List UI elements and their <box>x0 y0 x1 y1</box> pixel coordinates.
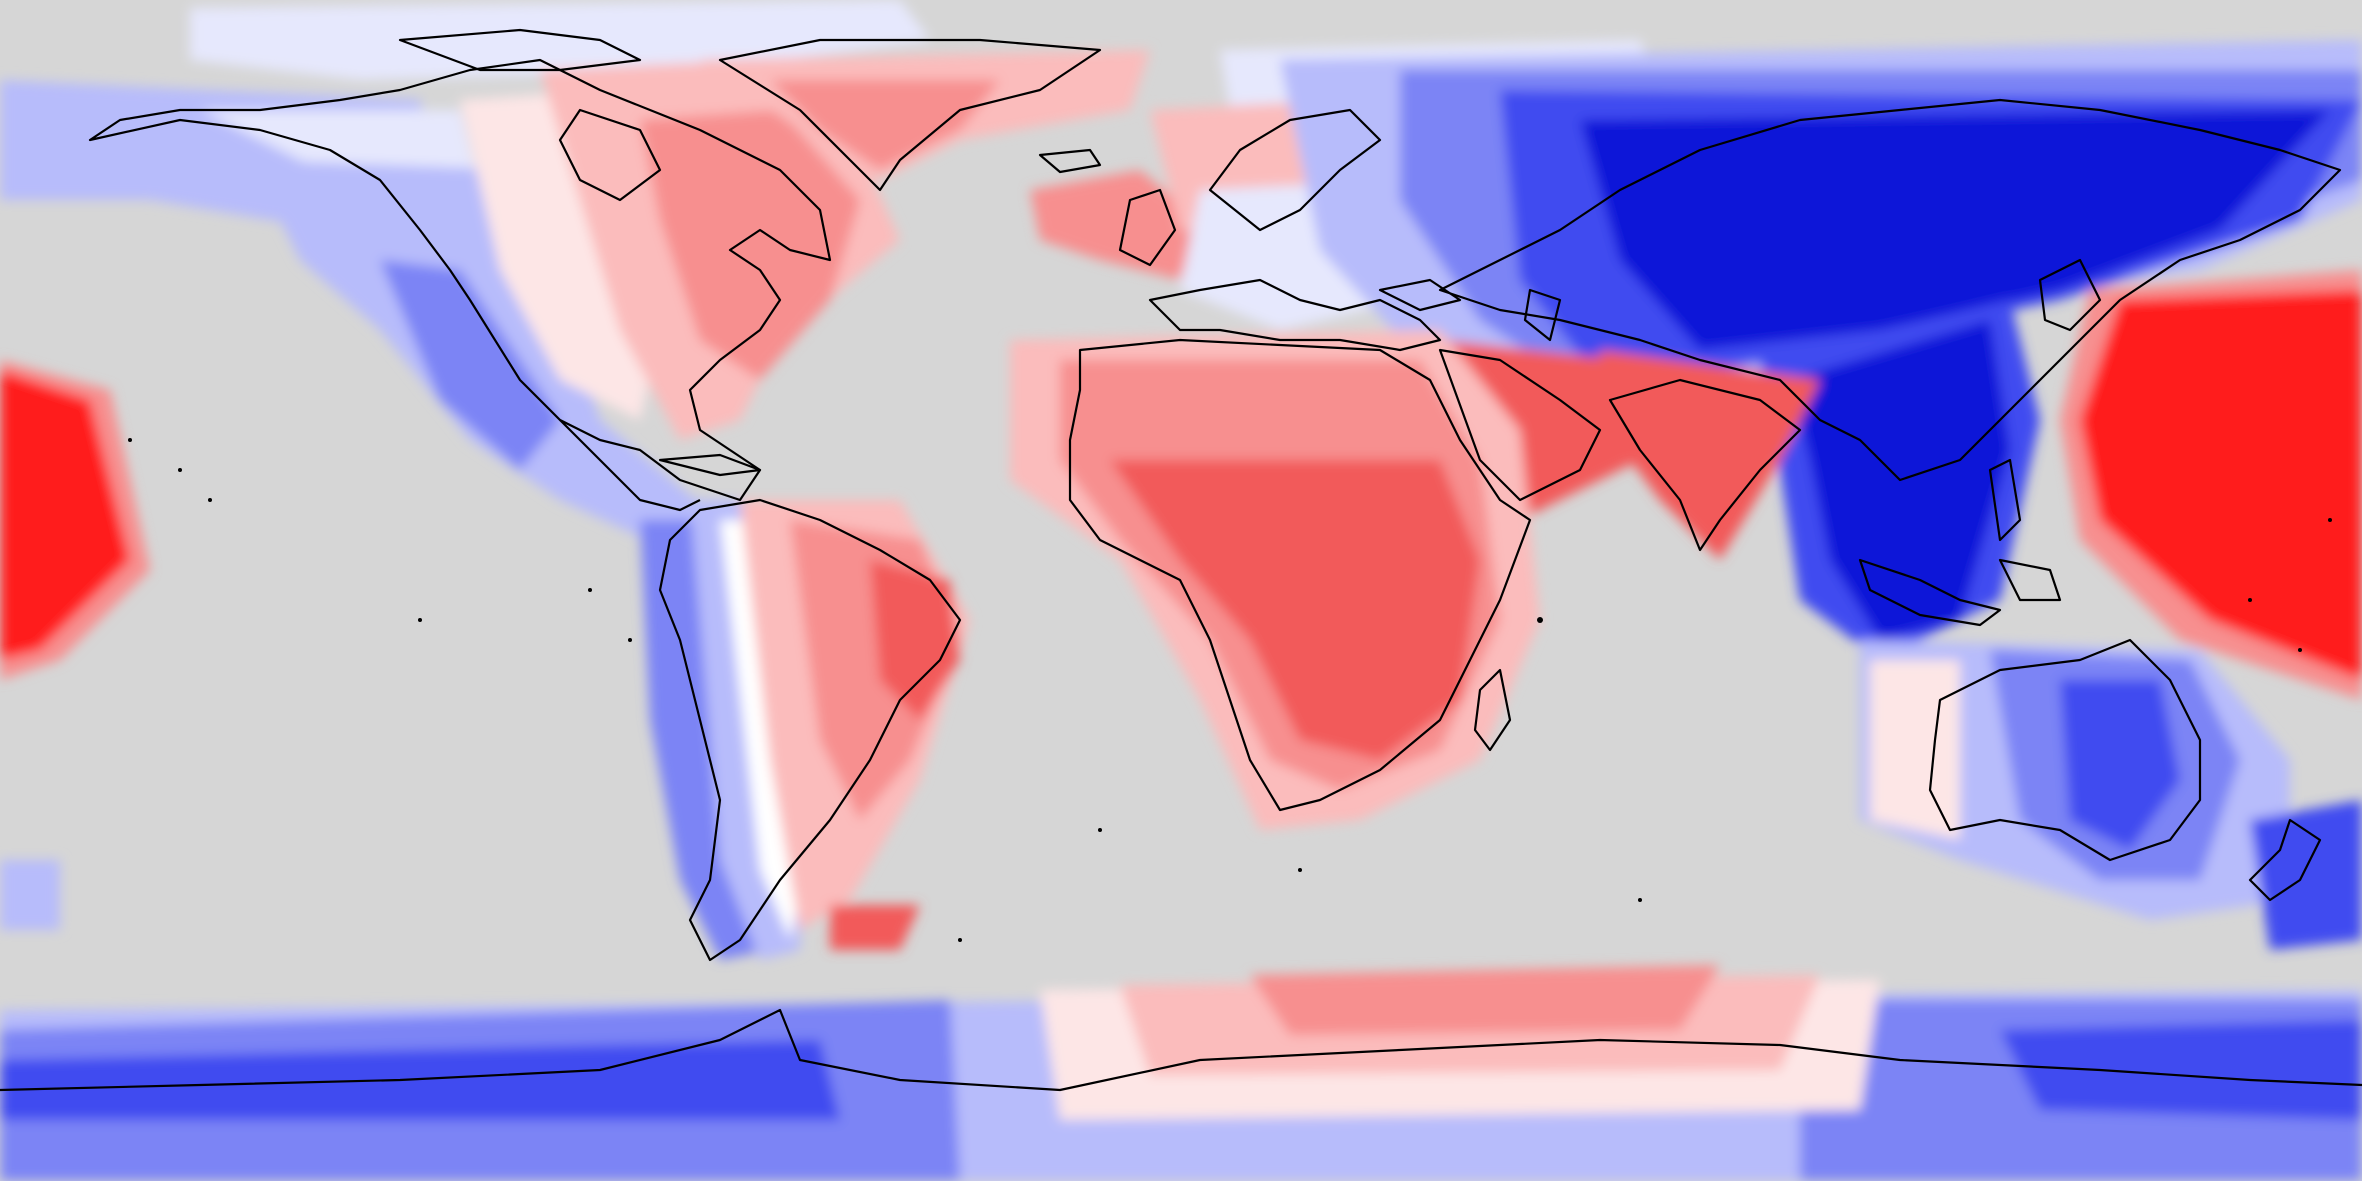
coast-arctic-islands <box>398 28 642 72</box>
coast-iceland <box>1038 148 1102 174</box>
speck <box>128 438 132 442</box>
speck <box>958 938 962 942</box>
coast-black-caspian <box>1378 278 1562 342</box>
field-africa-strong <box>1110 460 1480 760</box>
field-greenland-mid <box>770 80 1000 170</box>
coast-africa <box>1068 338 1532 812</box>
speck <box>2298 648 2302 652</box>
coast-north-america <box>88 58 832 502</box>
field-na-west-mid <box>380 260 560 470</box>
field-south-sa-patch <box>0 860 60 930</box>
coast-japan <box>2038 258 2102 332</box>
speck <box>418 618 422 622</box>
coast-british-isles <box>1118 188 1177 267</box>
coast-madagascar <box>1473 668 1512 752</box>
coast-asia <box>1438 98 2342 482</box>
field-na-east-mid <box>640 110 860 380</box>
field-pacific-red <box>2080 290 2362 680</box>
island-specks <box>128 438 2332 942</box>
coast-greenland <box>718 38 1102 192</box>
coast-antarctica <box>0 1008 2362 1092</box>
coast-new-zealand <box>2248 818 2322 902</box>
field-sa-east-strong <box>870 560 960 720</box>
field-antarctica-central-strong <box>1250 965 1720 1035</box>
coast-australia <box>1928 638 2202 862</box>
coast-scandinavia <box>1208 108 1382 232</box>
coast-europe <box>1148 278 1442 352</box>
field-nz <box>2250 800 2362 950</box>
coast-hudson-bay <box>558 108 662 202</box>
coast-india <box>1608 378 1802 552</box>
speck <box>1098 828 1102 832</box>
speck <box>1638 898 1642 902</box>
speck <box>208 498 212 502</box>
speck <box>628 638 632 642</box>
coast-central-america <box>559 419 701 512</box>
coast-cuba <box>658 453 762 477</box>
field-antarctica-east-strong <box>2000 1020 2362 1120</box>
field-eurasia-core <box>1580 110 2330 350</box>
coast-south-america <box>658 498 962 962</box>
field-south-atlantic-patch <box>830 905 920 950</box>
speck <box>1298 868 1302 872</box>
coast-arabia <box>1438 348 1602 502</box>
field-australia-white <box>1870 660 1960 840</box>
coast-indonesia <box>1858 558 2062 627</box>
speck <box>2248 598 2252 602</box>
coast-philippines <box>1988 458 2022 542</box>
field-atlantic-east <box>1030 170 1200 280</box>
speck <box>588 588 592 592</box>
speck <box>178 468 182 472</box>
field-australia-strong <box>2060 680 2180 850</box>
field-pacific-left <box>0 370 130 660</box>
speck <box>1537 617 1543 623</box>
speck <box>2328 518 2332 522</box>
coastlines <box>0 28 2362 1092</box>
